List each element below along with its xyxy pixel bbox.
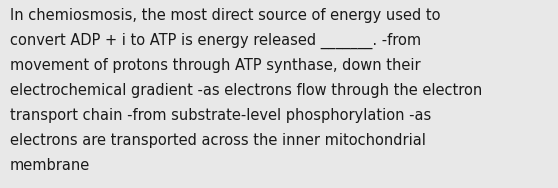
Text: transport chain -from substrate-level phosphorylation -as: transport chain -from substrate-level ph…: [10, 108, 431, 123]
Text: electrochemical gradient -as electrons flow through the electron: electrochemical gradient -as electrons f…: [10, 83, 482, 98]
Text: movement of protons through ATP synthase, down their: movement of protons through ATP synthase…: [10, 58, 421, 73]
Text: In chemiosmosis, the most direct source of energy used to: In chemiosmosis, the most direct source …: [10, 8, 441, 23]
Text: convert ADP + i to ATP is energy released _______. -from: convert ADP + i to ATP is energy release…: [10, 33, 421, 49]
Text: membrane: membrane: [10, 158, 90, 173]
Text: electrons are transported across the inner mitochondrial: electrons are transported across the inn…: [10, 133, 426, 148]
